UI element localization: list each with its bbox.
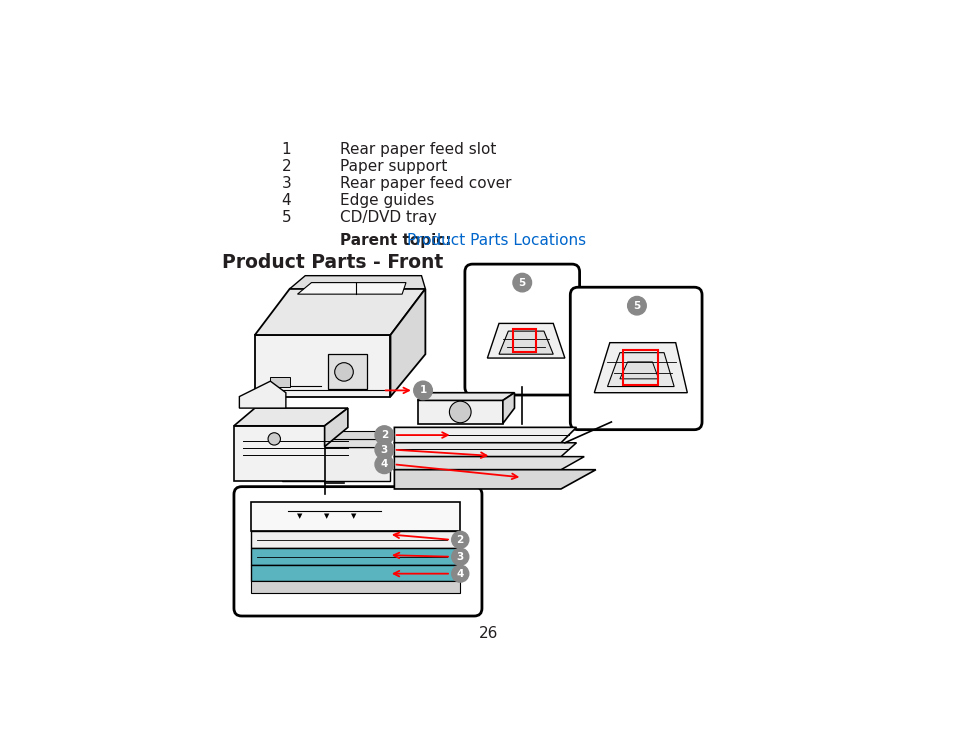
Bar [513, 329, 536, 352]
Polygon shape [390, 289, 425, 396]
Polygon shape [239, 381, 286, 408]
Circle shape [268, 432, 280, 445]
Polygon shape [394, 469, 596, 489]
Text: 26: 26 [478, 626, 498, 641]
Polygon shape [394, 443, 576, 457]
Text: 2: 2 [380, 430, 388, 440]
Text: ▼: ▼ [351, 513, 356, 519]
FancyBboxPatch shape [233, 486, 481, 616]
Circle shape [627, 297, 645, 315]
Text: 1: 1 [281, 142, 291, 157]
Polygon shape [619, 362, 658, 379]
Polygon shape [297, 283, 406, 294]
Polygon shape [254, 289, 425, 335]
Text: Product Parts Locations: Product Parts Locations [406, 233, 585, 248]
Text: 4: 4 [456, 569, 463, 579]
Polygon shape [328, 354, 367, 389]
Text: ▼: ▼ [324, 513, 330, 519]
Text: 1: 1 [419, 385, 426, 396]
Polygon shape [324, 408, 348, 446]
Circle shape [452, 565, 468, 582]
Polygon shape [607, 353, 674, 387]
Polygon shape [254, 335, 390, 396]
Bar [251, 565, 459, 581]
Polygon shape [233, 408, 348, 426]
Text: Rear paper feed cover: Rear paper feed cover [340, 176, 511, 191]
Text: 3: 3 [281, 176, 291, 191]
Polygon shape [282, 439, 390, 446]
Circle shape [513, 273, 531, 292]
Text: 2: 2 [281, 159, 291, 174]
Polygon shape [502, 393, 514, 424]
Text: 5: 5 [633, 300, 639, 311]
Circle shape [449, 401, 471, 423]
Bar [270, 377, 290, 387]
Text: Rear paper feed slot: Rear paper feed slot [340, 142, 496, 157]
Text: 3: 3 [456, 552, 463, 562]
Circle shape [452, 548, 468, 565]
Circle shape [452, 531, 468, 548]
Circle shape [375, 441, 394, 459]
Text: 5: 5 [281, 210, 291, 225]
FancyBboxPatch shape [464, 264, 579, 395]
Text: 2: 2 [456, 535, 463, 545]
Bar [251, 502, 459, 531]
Bar [251, 548, 459, 565]
Text: 5: 5 [518, 277, 525, 288]
Polygon shape [417, 401, 502, 424]
Text: Paper support: Paper support [340, 159, 447, 174]
Polygon shape [282, 431, 390, 439]
Bar [622, 351, 658, 385]
Text: Product Parts - Front: Product Parts - Front [222, 253, 443, 272]
FancyBboxPatch shape [570, 287, 701, 430]
Bar [251, 581, 459, 593]
Polygon shape [487, 323, 564, 358]
Circle shape [414, 381, 432, 400]
Text: Parent topic:: Parent topic: [340, 233, 451, 248]
Text: ▼: ▼ [296, 513, 302, 519]
Bar [251, 531, 459, 548]
Text: 3: 3 [380, 445, 388, 455]
Polygon shape [498, 331, 553, 354]
Circle shape [335, 362, 353, 381]
Polygon shape [282, 446, 390, 481]
Circle shape [375, 455, 394, 474]
Text: 4: 4 [380, 459, 388, 469]
Polygon shape [233, 426, 324, 481]
Circle shape [375, 426, 394, 444]
Text: 4: 4 [281, 193, 291, 208]
Text: CD/DVD tray: CD/DVD tray [340, 210, 436, 225]
Polygon shape [594, 342, 686, 393]
Polygon shape [417, 393, 514, 401]
Text: Edge guides: Edge guides [340, 193, 434, 208]
Polygon shape [290, 276, 425, 289]
Polygon shape [394, 427, 576, 443]
Polygon shape [394, 457, 583, 469]
